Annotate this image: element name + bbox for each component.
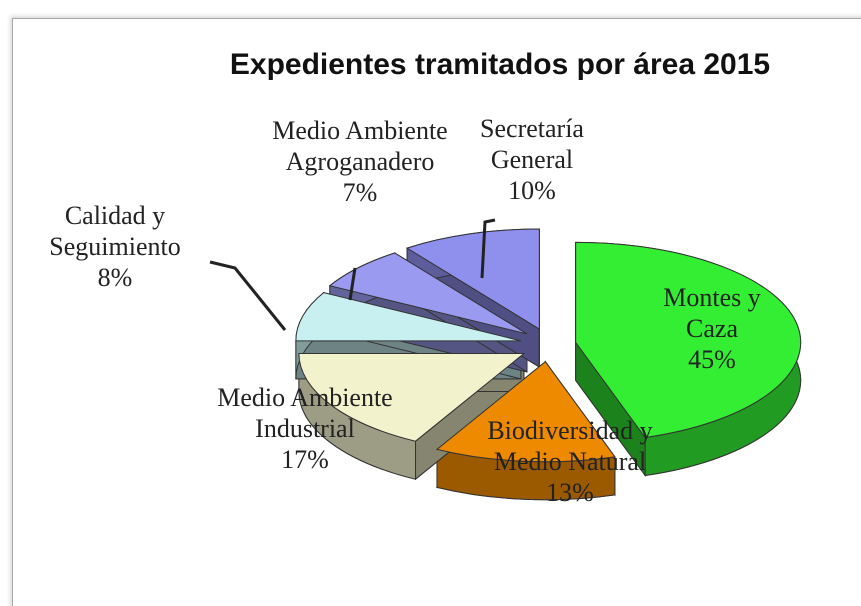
data-label: Medio Ambiente Industrial 17% xyxy=(215,382,395,476)
chart-title: Expedientes tramitados por área 2015 xyxy=(229,48,771,81)
chart-frame xyxy=(12,18,861,606)
category-label: Secretaría General xyxy=(480,114,584,175)
leader-line xyxy=(348,267,357,301)
slice xyxy=(435,361,616,463)
category-label: Montes y Caza xyxy=(663,283,761,344)
category-label: Medio Ambiente Industrial xyxy=(217,383,393,444)
value-label: 45% xyxy=(688,345,736,375)
slice xyxy=(298,353,526,442)
category-label: Calidad y Seguimiento xyxy=(49,201,181,262)
data-label: Montes y Caza 45% xyxy=(637,282,787,376)
data-label: Secretaría General 10% xyxy=(442,113,622,207)
value-label: 7% xyxy=(342,178,378,208)
slice xyxy=(328,252,528,335)
leader-lines xyxy=(209,218,496,331)
slice xyxy=(575,241,802,439)
data-label: Medio Ambiente Agroganadero 7% xyxy=(240,115,480,209)
value-label: 13% xyxy=(546,478,594,508)
category-label: Medio Ambiente Agroganadero xyxy=(272,116,448,177)
data-label: Biodiversidad y Medio Natural 13% xyxy=(465,415,675,509)
value-label: 10% xyxy=(508,176,556,206)
slice xyxy=(295,292,521,342)
leader-line xyxy=(480,218,496,279)
value-label: 17% xyxy=(281,445,329,475)
slice xyxy=(405,228,540,330)
category-label: Biodiversidad y Medio Natural xyxy=(487,416,653,477)
value-label: 8% xyxy=(97,263,133,293)
leader-line xyxy=(209,260,287,331)
data-label: Calidad y Seguimiento 8% xyxy=(10,200,220,294)
